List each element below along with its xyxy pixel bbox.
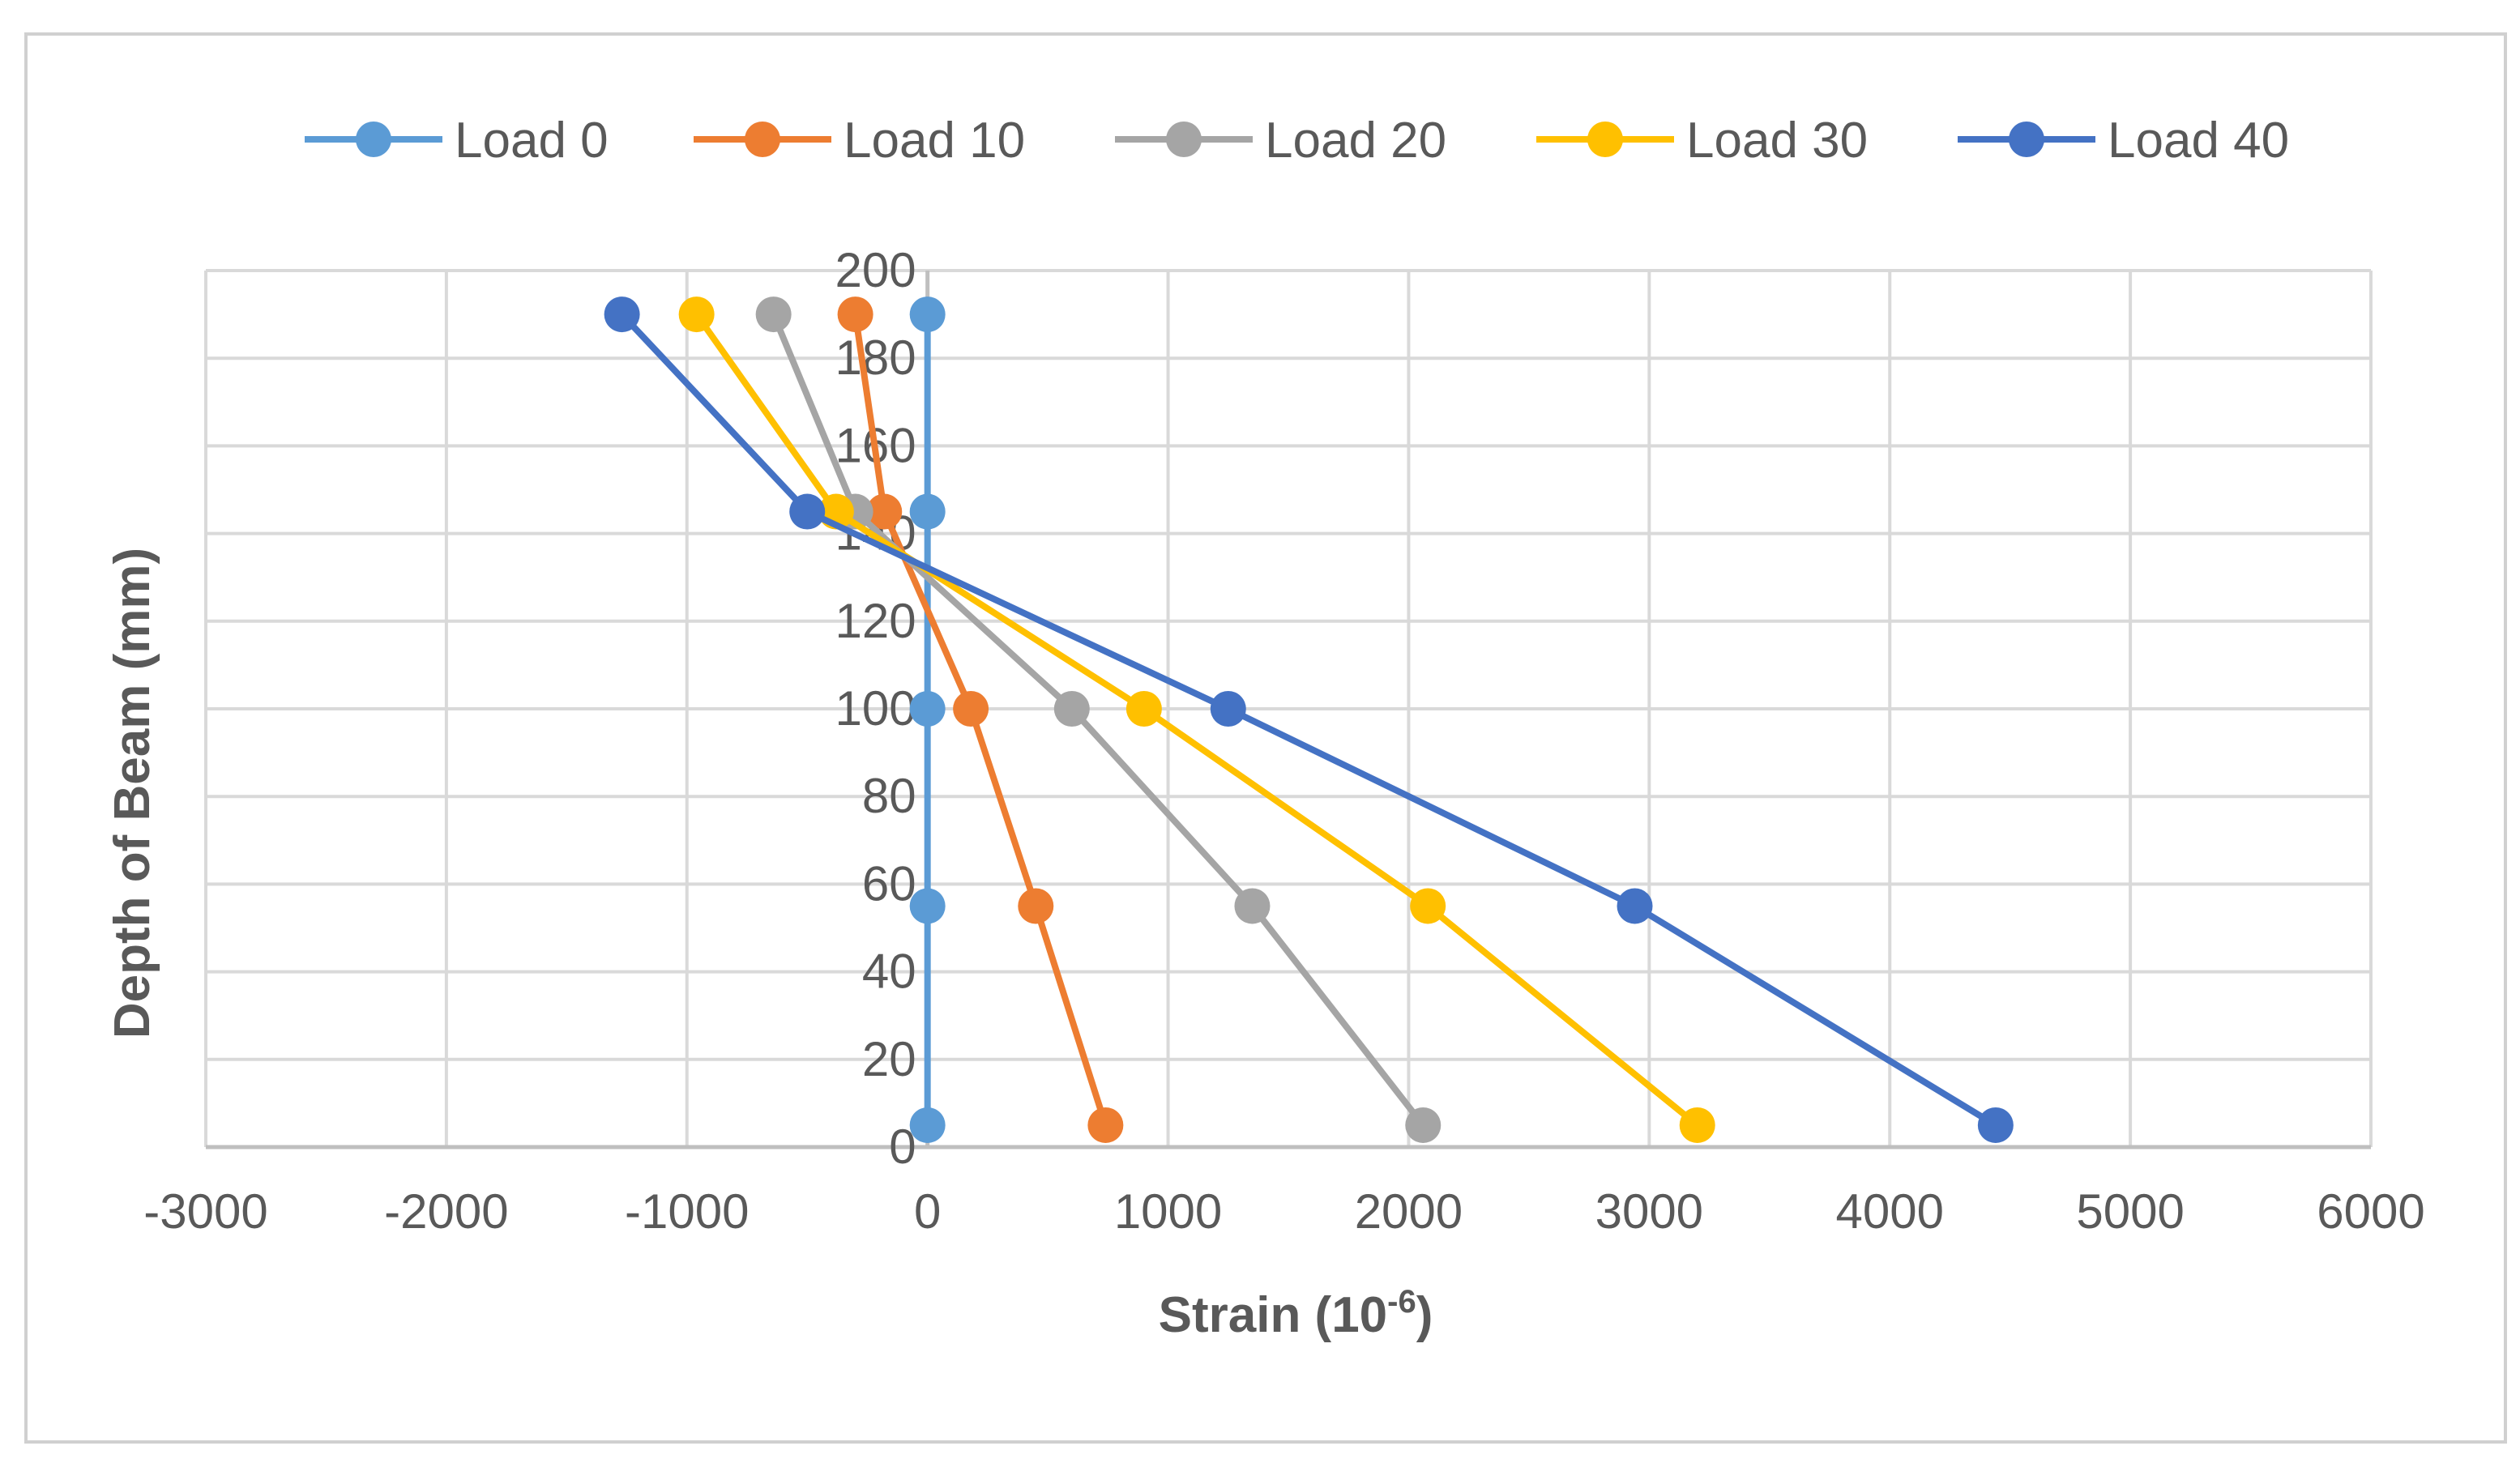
x-tick-label: -1000: [625, 1184, 749, 1239]
x-tick-label: 3000: [1595, 1184, 1703, 1239]
x-tick-label: -2000: [384, 1184, 508, 1239]
data-point: [909, 493, 946, 530]
data-point: [1053, 691, 1090, 727]
legend: Load 0 Load 10 Load 20 Load 30 Load 40: [305, 113, 2289, 168]
y-tick-label: 100: [835, 681, 916, 736]
legend-label: Load 0: [455, 113, 609, 168]
legend-item-load-0: Load 0: [305, 113, 609, 168]
legend-item-load-10: Load 10: [694, 113, 1025, 168]
x-tick-label: 2000: [1355, 1184, 1463, 1239]
data-point: [1617, 888, 1653, 924]
gridlines: [204, 269, 2373, 1149]
x-tick-label: 6000: [2317, 1184, 2424, 1239]
data-point: [953, 691, 989, 727]
series-line: [619, 312, 1997, 1128]
data-point: [604, 296, 640, 333]
data-point: [1125, 691, 1162, 727]
legend-marker: [356, 122, 391, 157]
y-axis-title: Depth of Beam (mm): [105, 548, 160, 1039]
legend-label: Load 20: [1265, 113, 1446, 168]
data-point: [1018, 888, 1054, 924]
legend-label: Load 10: [844, 113, 1025, 168]
x-tick-label: 4000: [1835, 1184, 1943, 1239]
series-load-30: [678, 296, 1715, 1143]
legend-item-load-40: Load 40: [1958, 113, 2289, 168]
x-axis-title: Strain (10-6): [1159, 1284, 1433, 1343]
x-tick-label: -3000: [143, 1184, 267, 1239]
legend-marker: [1166, 122, 1202, 157]
x-tick-label: 0: [914, 1184, 941, 1239]
data-point: [755, 296, 792, 333]
legend-label: Load 30: [1686, 113, 1868, 168]
data-point: [678, 296, 715, 333]
legend-item-load-30: Load 30: [1536, 113, 1868, 168]
y-tick-label: 40: [862, 945, 916, 999]
data-point: [1234, 888, 1271, 924]
x-axis-title-superscript: -6: [1387, 1284, 1416, 1320]
series: [604, 296, 2014, 1143]
legend-marker: [2009, 122, 2044, 157]
chart-frame: 0 20 40 60 80 100 120 140 160 180 200 -3000 -2000 -10…: [24, 32, 2507, 1444]
data-point: [1679, 1107, 1715, 1143]
legend-item-load-20: Load 20: [1115, 113, 1446, 168]
legend-marker: [1587, 122, 1623, 157]
data-point: [909, 1107, 946, 1143]
y-tick-label: 60: [862, 856, 916, 911]
y-tick-label: 20: [862, 1032, 916, 1086]
series-load-40: [604, 296, 2014, 1143]
legend-label: Load 40: [2108, 113, 2289, 168]
data-point: [909, 691, 946, 727]
series-load-0: [909, 296, 946, 1143]
data-point: [789, 493, 826, 530]
data-point: [909, 296, 946, 333]
x-tick-label: 1000: [1114, 1184, 1222, 1239]
y-tick-label: 200: [835, 243, 916, 297]
data-point: [1977, 1107, 2014, 1143]
data-point: [909, 888, 946, 924]
data-point: [837, 296, 873, 333]
series-load-20: [755, 296, 1442, 1143]
x-tick-label: 5000: [2076, 1184, 2184, 1239]
data-point: [1210, 691, 1246, 727]
data-point: [1405, 1107, 1442, 1143]
y-tick-label: 120: [835, 594, 916, 648]
legend-marker: [745, 122, 780, 157]
y-tick-label: 80: [862, 769, 916, 823]
x-axis-title-suffix: ): [1416, 1287, 1433, 1343]
x-axis-title-main: Strain (10: [1159, 1287, 1388, 1343]
data-point: [866, 493, 903, 530]
y-tick-label: 180: [835, 331, 916, 385]
data-point: [1410, 888, 1446, 924]
series-load-10: [837, 296, 1124, 1143]
data-point: [1087, 1107, 1124, 1143]
